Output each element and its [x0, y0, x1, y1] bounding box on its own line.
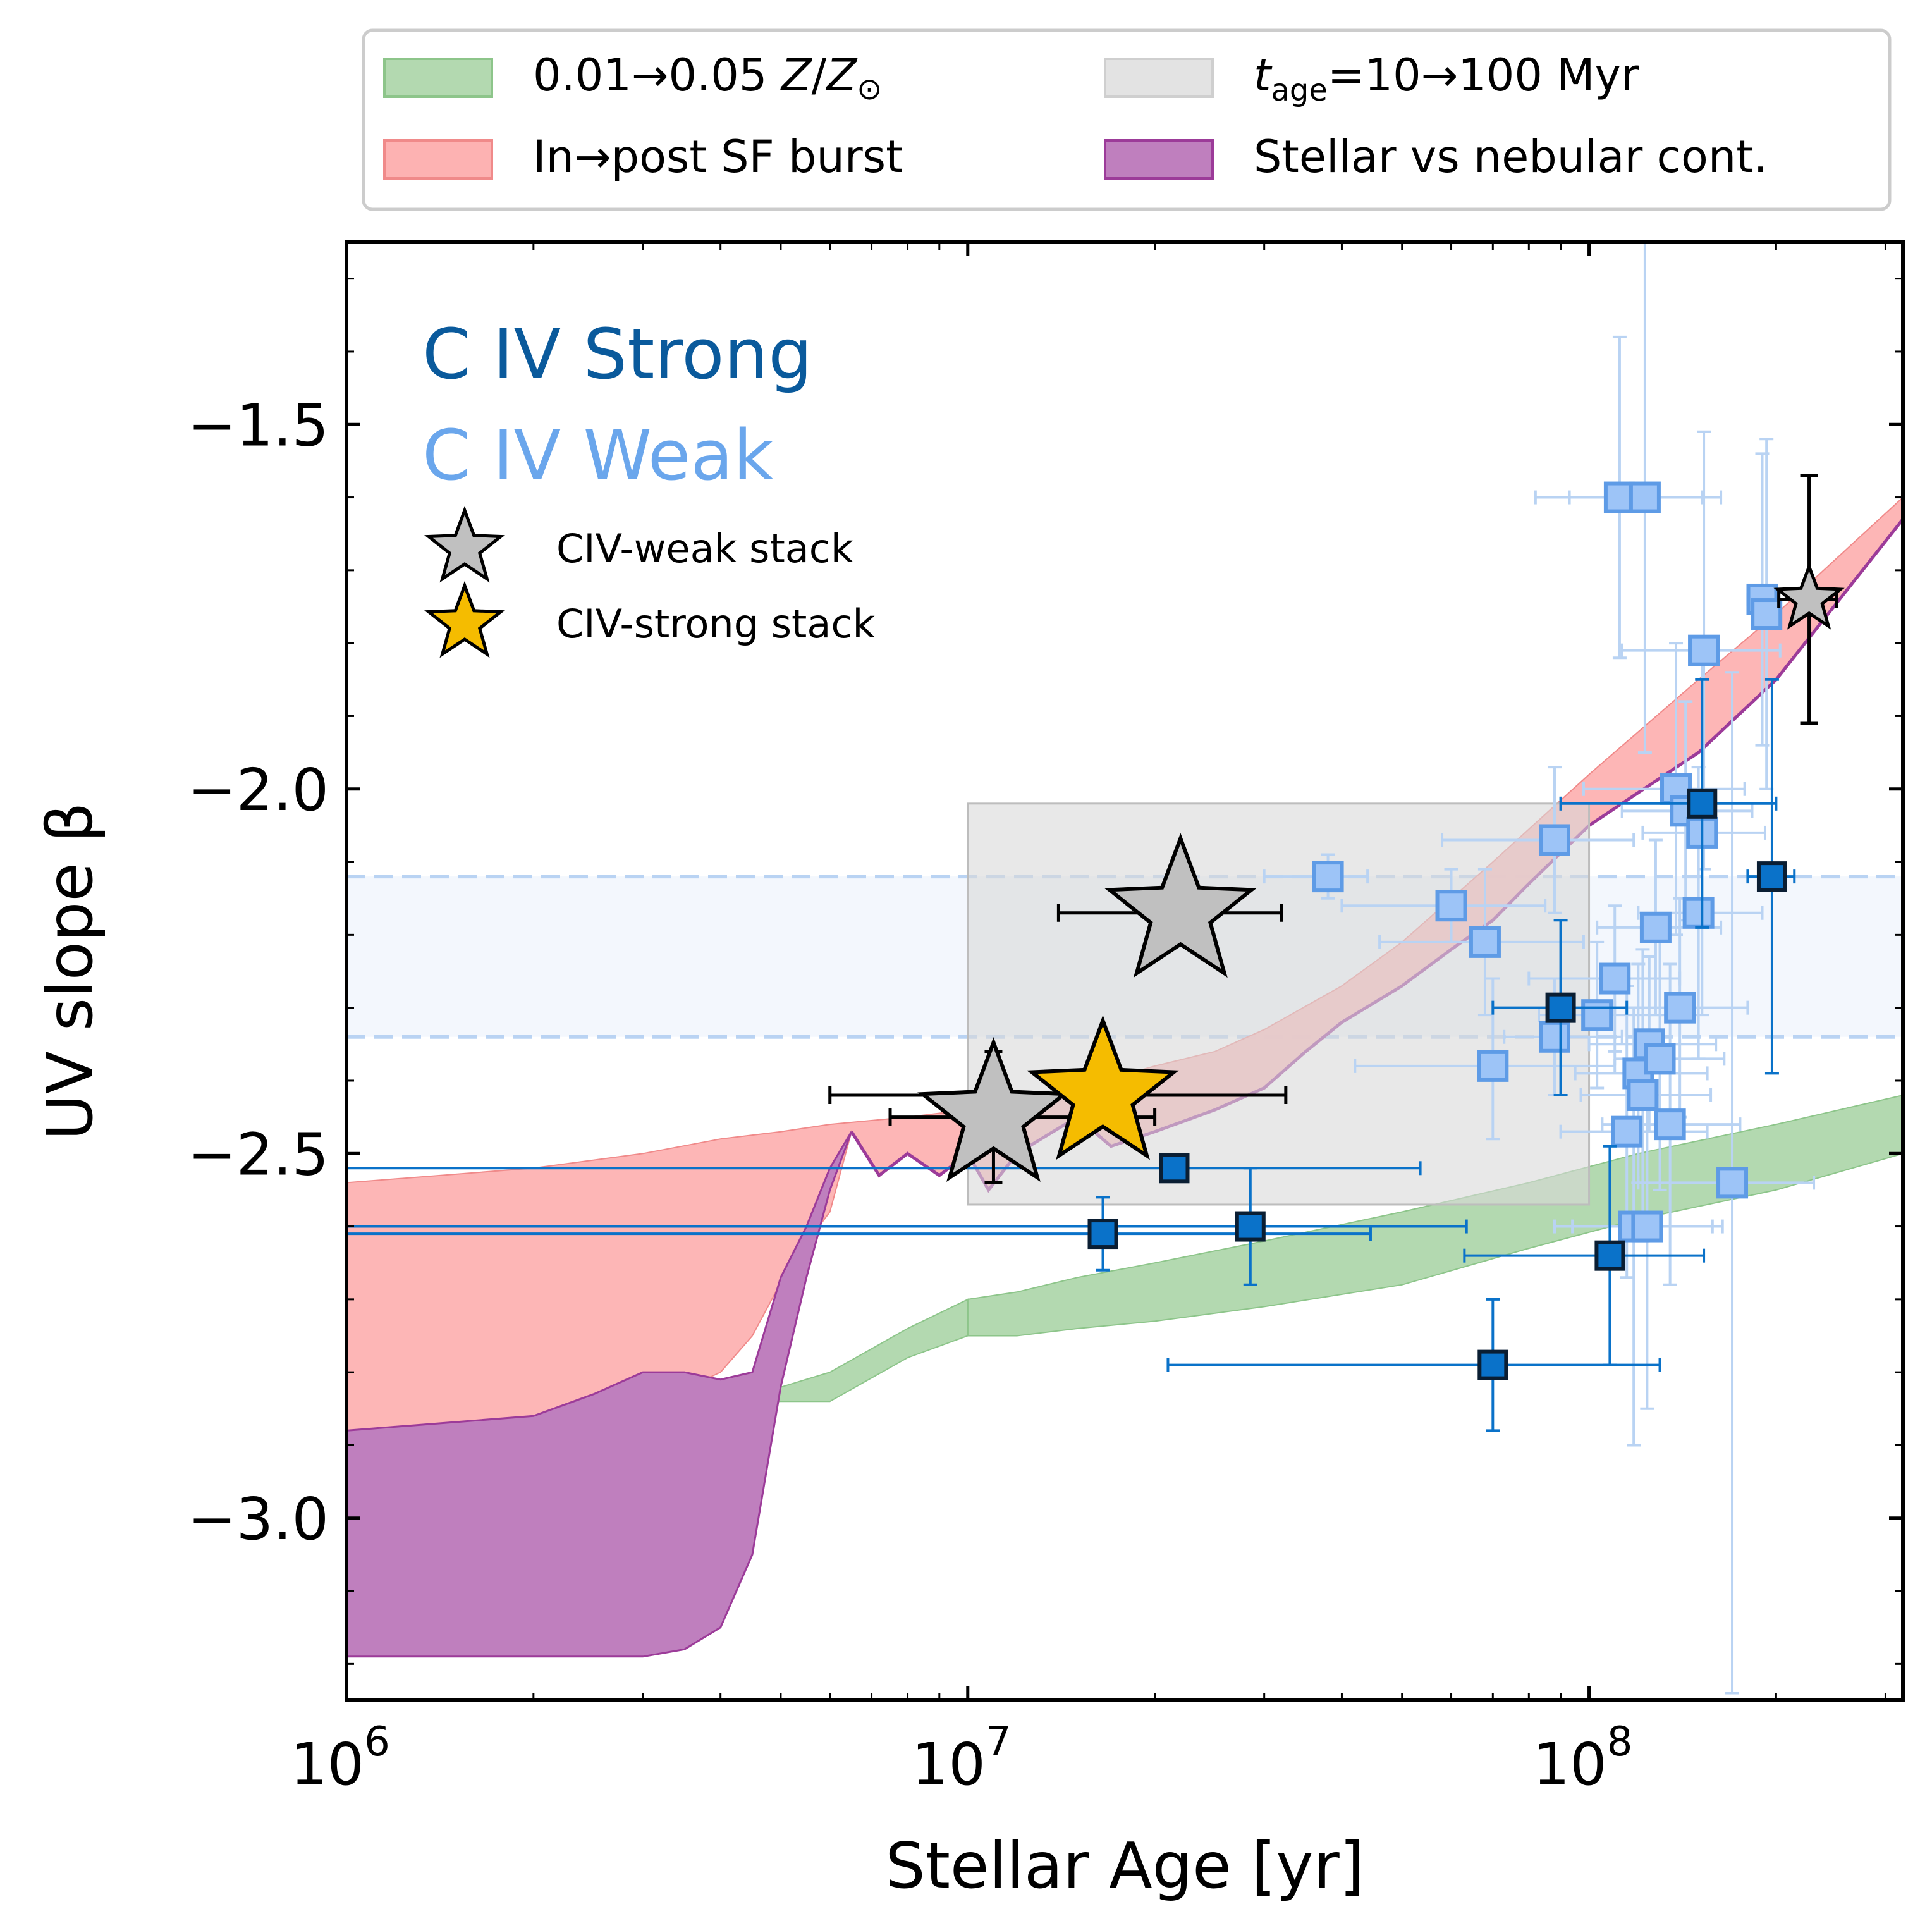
x-tick-label: 108	[1533, 1719, 1633, 1798]
inset-legend-label: CIV-weak stack	[556, 525, 853, 572]
legend-label: In→post SF burst	[533, 131, 903, 183]
legend-frame	[362, 28, 1892, 211]
weak-point-marker	[1312, 861, 1344, 893]
weak-point-marker	[1664, 992, 1696, 1024]
weak-point-marker	[1627, 1079, 1659, 1112]
legend-swatch	[1104, 58, 1214, 98]
legend-label-part: /	[812, 49, 827, 101]
x-tick-base: 10	[912, 1731, 986, 1798]
inset-legend-star	[424, 505, 505, 583]
legend-label-part: t	[1254, 49, 1273, 101]
weak-point-marker	[1599, 962, 1631, 995]
x-tick-exponent: 7	[986, 1719, 1012, 1765]
x-tick-exponent: 8	[1607, 1719, 1633, 1765]
weak-point-marker	[1631, 1210, 1663, 1243]
legend-label-part: ⊙	[857, 71, 882, 107]
legend-label-part: =10→100 Myr	[1328, 49, 1639, 101]
strong-point-marker	[1594, 1240, 1625, 1271]
weak-point-marker	[1435, 890, 1467, 922]
civ-weak-stack-star	[1773, 562, 1845, 630]
x-tick-base: 10	[1533, 1731, 1607, 1798]
weak-point-marker	[1716, 1167, 1749, 1199]
inset-legend-star	[424, 580, 505, 658]
y-tick-label: −2.0	[188, 756, 329, 824]
weak-point-marker	[1682, 897, 1715, 929]
metallicity-band-early	[733, 1298, 969, 1403]
legend-label: tage=10→100 Myr	[1254, 49, 1639, 108]
strong-point-marker	[1545, 992, 1576, 1023]
weak-point-marker	[1477, 1050, 1509, 1082]
strong-point-marker	[1687, 788, 1718, 819]
x-tick-base: 10	[290, 1731, 364, 1798]
y-tick-label: −3.0	[188, 1485, 329, 1553]
legend-label: Stellar vs nebular cont.	[1254, 131, 1768, 183]
strong-point-marker	[1159, 1153, 1190, 1184]
legend-swatch	[383, 139, 493, 180]
weak-point-marker	[1644, 1043, 1676, 1075]
strong-point-marker	[1235, 1211, 1266, 1242]
x-tick-exponent: 6	[364, 1719, 390, 1765]
civ-weak-stack-star	[917, 1037, 1070, 1182]
strong-point-marker	[1087, 1219, 1118, 1250]
legend-swatch	[1104, 139, 1214, 180]
x-axis-title: Stellar Age [yr]	[885, 1829, 1364, 1903]
nebular-band	[346, 1131, 853, 1658]
legend-swatch	[383, 58, 493, 98]
series-civ-strong	[346, 678, 1796, 1432]
legend-label-part: Z	[780, 49, 813, 101]
stacks	[828, 474, 1845, 1184]
strong-point-marker	[1756, 861, 1787, 892]
weak-point-marker	[1611, 1115, 1643, 1148]
x-tick-label: 106	[290, 1719, 390, 1798]
legend-label: 0.01→0.05 Z/Z⊙	[533, 49, 882, 107]
weak-point-marker	[1654, 1108, 1686, 1141]
plot-frame	[345, 240, 1905, 1702]
plot-area	[346, 242, 1903, 1695]
weak-point-marker	[1629, 481, 1661, 513]
legend-label-part: 0.01→0.05	[533, 49, 781, 101]
weak-point-marker	[1581, 999, 1613, 1031]
series-civ-weak	[1263, 242, 1816, 1695]
weak-point-marker	[1688, 634, 1720, 666]
weak-point-marker	[1538, 1021, 1570, 1053]
legend-label-part: age	[1271, 73, 1327, 108]
civ-strong-stack-star	[1027, 1015, 1179, 1160]
weak-point-marker	[1469, 926, 1501, 958]
y-tick-label: −2.5	[188, 1121, 329, 1188]
weak-point-marker	[1639, 911, 1672, 943]
weak-point-marker	[1603, 481, 1635, 513]
weak-point-marker	[1751, 598, 1783, 630]
strong-point-marker	[1477, 1349, 1508, 1380]
y-tick-label: −1.5	[188, 391, 329, 459]
y-axis-title: UV slope β	[33, 802, 107, 1140]
inset-legend-label: CIV-strong stack	[556, 601, 875, 647]
legend-label-part: Z	[825, 49, 858, 101]
label-civ-strong: C IV Strong	[422, 314, 812, 395]
weak-point-marker	[1538, 824, 1570, 856]
label-civ-weak: C IV Weak	[422, 415, 774, 496]
civ-weak-stack-star	[1104, 833, 1257, 978]
x-tick-label: 107	[912, 1719, 1012, 1798]
